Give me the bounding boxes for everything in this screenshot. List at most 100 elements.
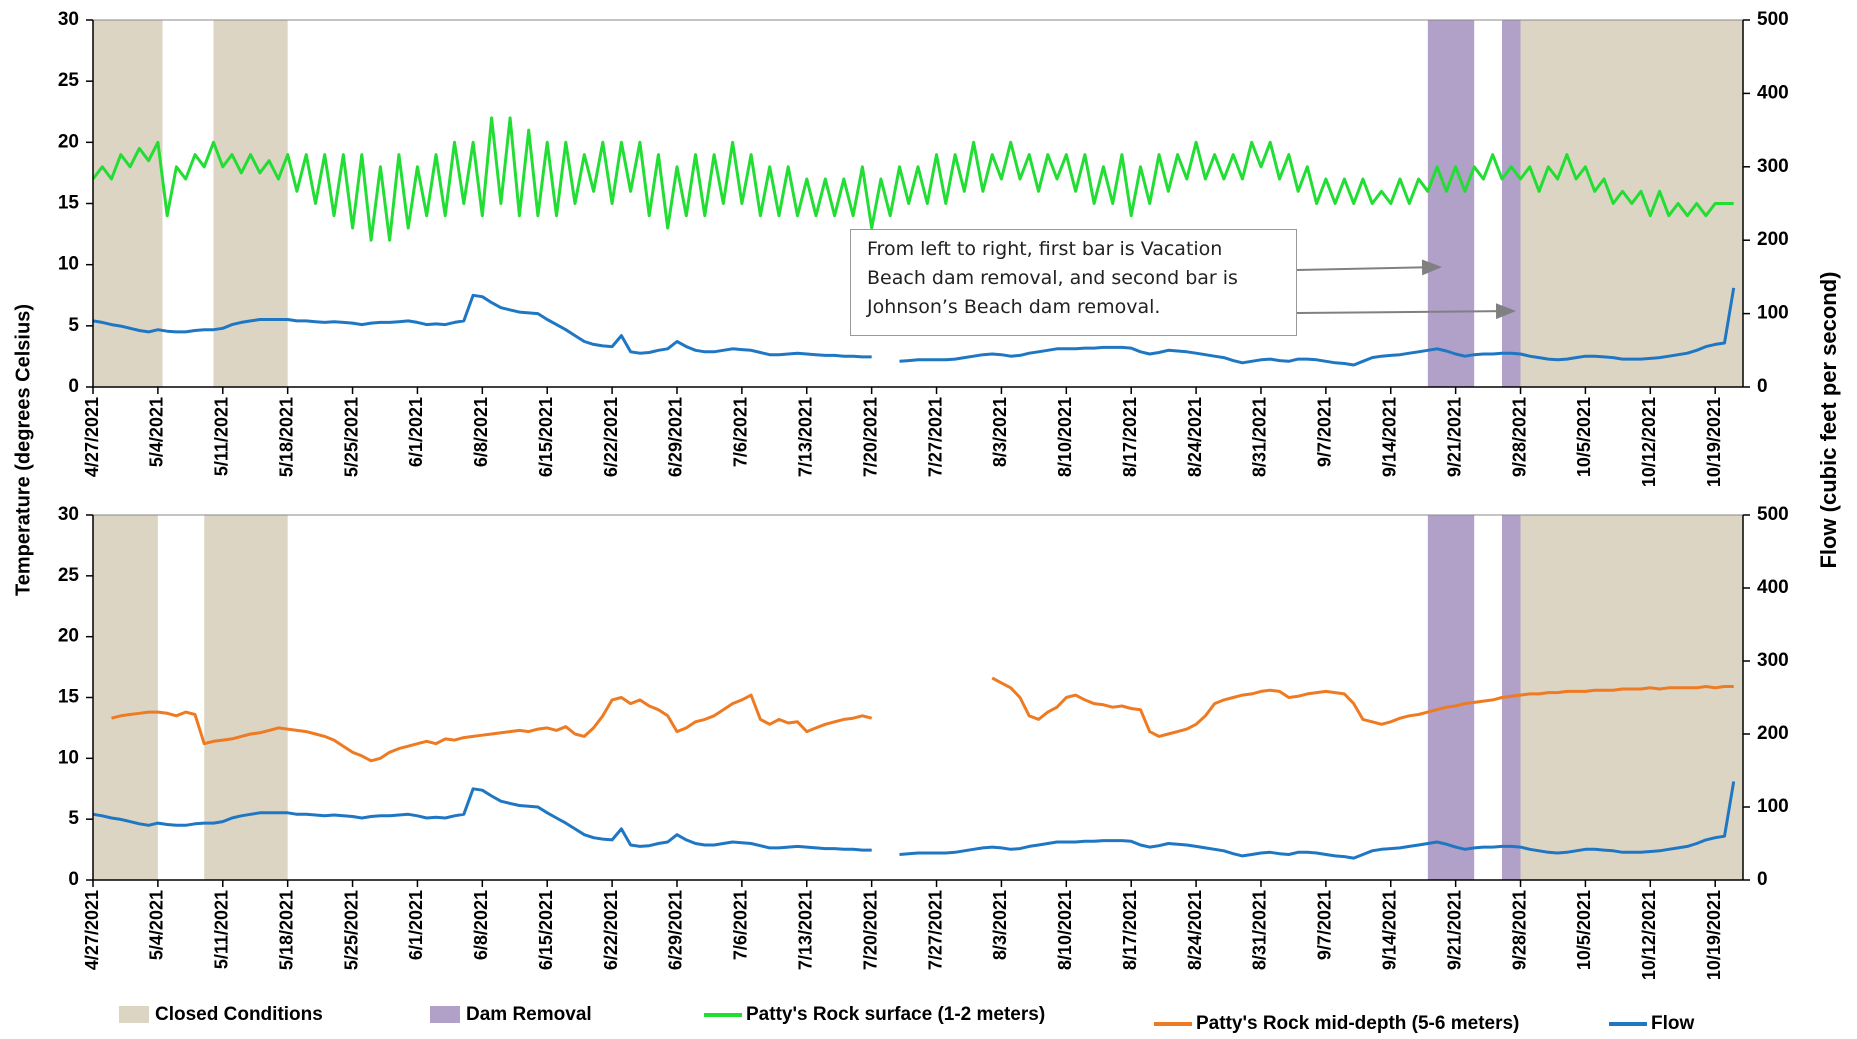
x-tick-label: 7/6/2021 xyxy=(731,397,751,467)
x-tick-label: 5/25/2021 xyxy=(341,890,361,970)
x-tick-label: 6/8/2021 xyxy=(471,890,491,960)
x-tick-label: 9/14/2021 xyxy=(1380,890,1400,970)
x-tick-label: 6/1/2021 xyxy=(406,890,426,960)
shaded-region xyxy=(1427,20,1475,387)
series-line xyxy=(91,116,1734,242)
x-tick-label: 7/20/2021 xyxy=(860,890,880,970)
legend-label: Patty's Rock mid-depth (5-6 meters) xyxy=(1196,1013,1519,1034)
y-tick-label: 15 xyxy=(58,687,80,708)
x-tick-label: 9/7/2021 xyxy=(1315,890,1335,960)
x-tick-label: 7/27/2021 xyxy=(925,890,945,970)
annotation: From left to right, first bar is Vacatio… xyxy=(850,229,1297,336)
y2-tick-label: 500 xyxy=(1757,9,1789,30)
legend-swatch xyxy=(119,1006,149,1023)
y-tick-label: 5 xyxy=(68,315,79,336)
x-tick-label: 5/11/2021 xyxy=(212,397,232,476)
x-tick-label: 9/28/2021 xyxy=(1509,397,1529,477)
y-tick-label: 10 xyxy=(58,254,79,275)
x-tick-label: 9/21/2021 xyxy=(1444,890,1464,970)
shaded-region xyxy=(213,20,288,387)
x-tick-label: 5/4/2021 xyxy=(147,890,167,960)
y2-tick-label: 100 xyxy=(1757,796,1789,817)
series-line xyxy=(111,676,1734,763)
y-tick-label: 5 xyxy=(68,808,79,829)
x-tick-label: 8/31/2021 xyxy=(1250,397,1270,477)
x-tick-label: 10/5/2021 xyxy=(1574,890,1594,970)
y2-tick-label: 0 xyxy=(1757,869,1768,890)
y2-tick-label: 500 xyxy=(1757,504,1789,525)
x-tick-label: 8/31/2021 xyxy=(1250,890,1270,970)
x-tick-label: 10/12/2021 xyxy=(1639,890,1659,980)
x-tick-label: 6/22/2021 xyxy=(601,890,621,970)
legend-label: Closed Conditions xyxy=(155,1004,323,1025)
y-tick-label: 20 xyxy=(58,626,79,647)
x-tick-label: 8/24/2021 xyxy=(1185,890,1205,970)
x-tick-label: 9/14/2021 xyxy=(1380,397,1400,477)
x-tick-label: 8/17/2021 xyxy=(1120,890,1140,970)
x-tick-label: 6/15/2021 xyxy=(536,397,556,477)
x-tick-label: 10/5/2021 xyxy=(1574,397,1594,477)
x-tick-label: 8/24/2021 xyxy=(1185,397,1205,477)
x-tick-label: 7/6/2021 xyxy=(731,890,751,960)
legend-label: Flow xyxy=(1651,1013,1694,1034)
x-tick-label: 10/12/2021 xyxy=(1639,397,1659,487)
y-tick-label: 15 xyxy=(58,193,80,214)
shaded-region xyxy=(1520,515,1743,880)
x-tick-label: 5/18/2021 xyxy=(276,397,296,477)
x-tick-label: 8/10/2021 xyxy=(1055,397,1075,477)
y-tick-label: 0 xyxy=(68,869,79,890)
x-tick-label: 4/27/2021 xyxy=(82,890,102,970)
x-tick-label: 7/13/2021 xyxy=(796,397,816,477)
x-tick-label: 7/13/2021 xyxy=(796,890,816,970)
y-axis-title: Temperature (degrees Celsius) xyxy=(12,304,34,596)
x-tick-label: 8/17/2021 xyxy=(1120,397,1140,477)
x-tick-label: 10/19/2021 xyxy=(1704,890,1724,980)
series-line xyxy=(92,287,1736,367)
x-tick-label: 9/21/2021 xyxy=(1444,397,1464,477)
x-tick-label: 5/25/2021 xyxy=(341,397,361,477)
y-tick-label: 25 xyxy=(58,565,80,586)
plot-frame xyxy=(92,514,1744,881)
x-tick-label: 5/18/2021 xyxy=(276,890,296,970)
x-tick-label: 5/11/2021 xyxy=(212,890,232,969)
x-tick-label: 10/19/2021 xyxy=(1704,397,1724,487)
y2-tick-label: 0 xyxy=(1757,376,1768,397)
x-tick-label: 7/20/2021 xyxy=(860,397,880,477)
shaded-region xyxy=(204,515,288,880)
x-tick-label: 4/27/2021 xyxy=(82,397,102,477)
x-tick-label: 8/10/2021 xyxy=(1055,890,1075,970)
y-tick-label: 0 xyxy=(68,376,79,397)
legend: Closed Conditions Dam Removal Patty's Rock… xyxy=(119,1004,1694,1034)
shaded-region xyxy=(1427,515,1475,880)
x-tick-label: 9/28/2021 xyxy=(1509,890,1529,970)
legend-swatch xyxy=(430,1006,460,1023)
y2-tick-label: 400 xyxy=(1757,82,1789,103)
y-tick-label: 10 xyxy=(58,747,79,768)
shaded-region xyxy=(93,20,163,387)
x-tick-label: 7/27/2021 xyxy=(925,397,945,477)
x-tick-label: 6/1/2021 xyxy=(406,397,426,467)
y2-tick-label: 300 xyxy=(1757,650,1789,671)
y-tick-label: 30 xyxy=(58,504,79,525)
y-tick-label: 30 xyxy=(58,9,79,30)
shaded-region xyxy=(1501,20,1521,387)
y-tick-label: 20 xyxy=(58,131,79,152)
x-tick-label: 6/29/2021 xyxy=(666,397,686,477)
x-tick-label: 6/22/2021 xyxy=(601,397,621,477)
x-tick-label: 8/3/2021 xyxy=(990,397,1010,467)
y2-axis-title: Flow (cubic feet per second) xyxy=(1816,271,1841,568)
y2-tick-label: 100 xyxy=(1757,303,1789,324)
x-tick-label: 6/15/2021 xyxy=(536,890,556,970)
y2-tick-label: 300 xyxy=(1757,156,1789,177)
y-tick-label: 25 xyxy=(58,70,80,91)
y2-tick-label: 400 xyxy=(1757,577,1789,598)
x-tick-label: 8/3/2021 xyxy=(990,890,1010,960)
y2-tick-label: 200 xyxy=(1757,723,1789,744)
legend-label: Patty's Rock surface (1-2 meters) xyxy=(746,1004,1045,1025)
x-tick-label: 5/4/2021 xyxy=(147,397,167,467)
y2-tick-label: 200 xyxy=(1757,229,1789,250)
annotation-arrow xyxy=(1296,303,1516,320)
x-tick-label: 6/8/2021 xyxy=(471,397,491,467)
